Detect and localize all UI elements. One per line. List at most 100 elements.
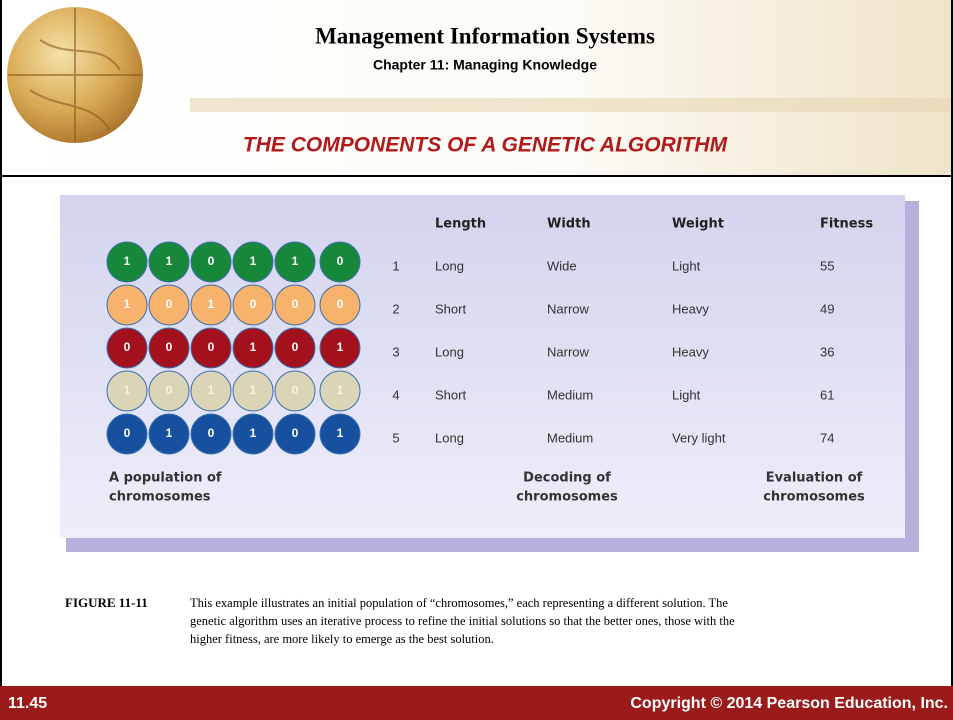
cell: Short	[435, 301, 466, 316]
gene-bit: 1	[292, 254, 299, 268]
gene	[232, 284, 274, 326]
cell: Heavy	[672, 344, 709, 359]
gene	[274, 413, 316, 455]
gene	[319, 413, 361, 455]
cell: 55	[820, 258, 834, 273]
gene-bit: 1	[337, 383, 344, 397]
globe-lines	[8, 8, 142, 142]
column-header: Width	[547, 217, 591, 232]
gene-bit: 0	[166, 340, 173, 354]
cell: Narrow	[547, 301, 590, 316]
figure-label: Evaluation of	[766, 471, 863, 486]
row-number: 2	[392, 301, 399, 316]
gene-bit: 0	[124, 426, 131, 440]
footer-number: 11.45	[8, 695, 47, 712]
gene	[190, 370, 232, 412]
cell: 61	[820, 387, 834, 402]
gene	[274, 327, 316, 369]
gene	[319, 241, 361, 283]
gene	[274, 370, 316, 412]
gene-bit: 0	[208, 340, 215, 354]
gene	[148, 413, 190, 455]
gene	[106, 327, 148, 369]
gene	[232, 370, 274, 412]
cell: 36	[820, 344, 834, 359]
cell: Very light	[672, 430, 726, 445]
column-header: Length	[435, 217, 486, 232]
gene-bit: 0	[166, 383, 173, 397]
cell: 74	[820, 430, 834, 445]
gene-bit: 0	[250, 297, 257, 311]
gene-bit: 0	[292, 426, 299, 440]
caption-line: higher fitness, are more likely to emerg…	[190, 632, 494, 646]
figure-label: chromosomes	[763, 490, 865, 505]
gene	[232, 241, 274, 283]
cell: Long	[435, 258, 464, 273]
header-title: Management Information Systems	[315, 23, 655, 48]
gene	[190, 241, 232, 283]
gene-bit: 1	[337, 426, 344, 440]
gene-bit: 0	[292, 340, 299, 354]
gene	[190, 413, 232, 455]
gene	[106, 241, 148, 283]
gene-bit: 1	[250, 383, 257, 397]
cell: Narrow	[547, 344, 590, 359]
figure-label: chromosomes	[109, 490, 211, 505]
row-number: 4	[392, 387, 399, 402]
gene-bit: 1	[124, 297, 131, 311]
cell: Short	[435, 387, 466, 402]
gene	[190, 284, 232, 326]
gene	[148, 241, 190, 283]
gene-bit: 0	[166, 297, 173, 311]
gene-bit: 0	[292, 297, 299, 311]
gene-bit: 0	[337, 254, 344, 268]
gene	[148, 284, 190, 326]
gene	[190, 327, 232, 369]
cell: Medium	[547, 387, 593, 402]
caption-line: This example illustrates an initial popu…	[190, 596, 728, 610]
cell: Long	[435, 430, 464, 445]
gene-bit: 0	[208, 254, 215, 268]
column-header: Weight	[672, 217, 724, 232]
gene-bit: 0	[292, 383, 299, 397]
gene	[106, 370, 148, 412]
cell: Medium	[547, 430, 593, 445]
cell: Wide	[547, 258, 577, 273]
caption-label: FIGURE 11-11	[65, 595, 148, 610]
gene	[148, 327, 190, 369]
cell: Heavy	[672, 301, 709, 316]
gene	[106, 284, 148, 326]
gene-bit: 0	[124, 340, 131, 354]
gene-bit: 1	[250, 254, 257, 268]
gene	[274, 241, 316, 283]
figure-label: Decoding of	[523, 471, 611, 486]
gene	[148, 370, 190, 412]
figure-label: A population of	[109, 471, 222, 486]
gene	[106, 413, 148, 455]
gene-bit: 1	[166, 254, 173, 268]
header-subtitle: Chapter 11: Managing Knowledge	[373, 57, 597, 73]
gene-bit: 1	[124, 254, 131, 268]
gene-bit: 1	[337, 340, 344, 354]
gene	[232, 413, 274, 455]
gene-bit: 1	[124, 383, 131, 397]
cell: Light	[672, 387, 701, 402]
column-header: Fitness	[820, 217, 873, 232]
gene	[319, 284, 361, 326]
slide-title: THE COMPONENTS OF A GENETIC ALGORITHM	[243, 134, 728, 157]
figure-panel	[60, 195, 905, 538]
gene	[319, 370, 361, 412]
gene	[274, 284, 316, 326]
row-number: 3	[392, 344, 399, 359]
gene-bit: 1	[250, 340, 257, 354]
gene	[319, 327, 361, 369]
header-bg	[0, 0, 953, 176]
figure-label: chromosomes	[516, 490, 618, 505]
gene-bit: 1	[208, 297, 215, 311]
row-number: 5	[392, 430, 399, 445]
gene-bit: 1	[166, 426, 173, 440]
cell: 49	[820, 301, 834, 316]
cell: Light	[672, 258, 701, 273]
